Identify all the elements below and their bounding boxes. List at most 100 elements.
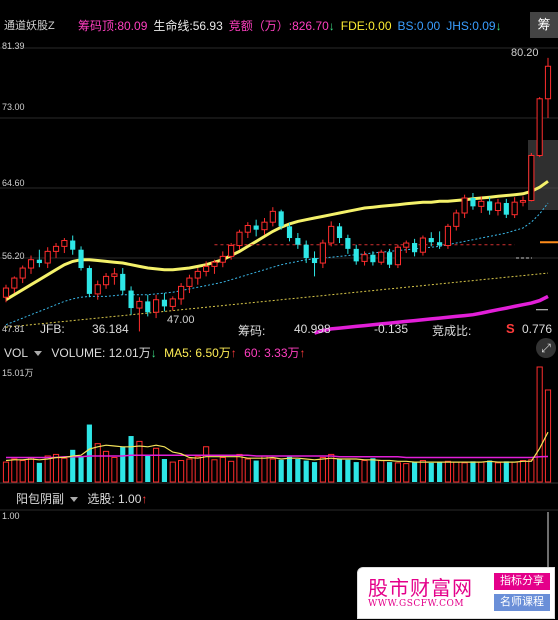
volume-bar (178, 460, 185, 483)
candle-body (102, 275, 110, 286)
peak-price-label: 80.20 (511, 47, 539, 59)
volume-bar (228, 460, 235, 483)
chevron-down-icon[interactable] (34, 351, 43, 356)
volume-bar (303, 460, 309, 482)
expand-icon[interactable]: ⤢ (536, 338, 556, 358)
volume-bar (19, 460, 26, 483)
ma5-arrow: ↑ (230, 346, 237, 360)
chevron-down-icon[interactable] (70, 497, 79, 502)
candle-body (419, 237, 427, 253)
candle-body (11, 277, 18, 289)
magenta-line (314, 294, 549, 335)
volume-bar (194, 456, 201, 483)
volume-indicator-header: VOL VOLUME: 12.01万↓ MA5: 6.50万↑ 60: 3.33… (4, 344, 306, 361)
volume-bar (78, 456, 84, 482)
candle-body (519, 200, 527, 203)
header-item: 生命线:56.93 (153, 19, 223, 33)
candle-body (186, 277, 193, 287)
volume-bar (61, 457, 68, 483)
volume-bar (536, 366, 543, 483)
volume-bar (437, 462, 443, 482)
volume-bar (44, 455, 51, 483)
candle-body (44, 250, 51, 264)
volume-bar (370, 458, 376, 482)
candle-body (370, 254, 376, 263)
selection-value: 选股: 1.00 (87, 492, 142, 506)
volume-bar (311, 462, 318, 482)
site-watermark: 股市财富网 WWW.GSCFW.COM 指标分享 名师课程 (357, 567, 555, 619)
volume-bar (336, 459, 343, 482)
selection-indicator-select[interactable]: 阳包阴副 (16, 492, 65, 506)
header-item: JHS:0.09 (446, 19, 496, 33)
candle-body (136, 300, 143, 309)
candle-body (261, 221, 268, 231)
candle-body (411, 243, 418, 253)
selection-arrow: ↑ (141, 492, 148, 506)
y-label-4: 56.20 (2, 251, 25, 261)
candle-body (94, 284, 101, 295)
y-label-3: 64.60 (2, 178, 25, 188)
candle-body (86, 268, 92, 294)
candle-body (161, 299, 168, 307)
volume-bar (203, 446, 210, 483)
candle-body (203, 265, 210, 272)
lifeline (5, 180, 549, 301)
s-signal-label: S (506, 321, 515, 336)
watermark-tag-1: 指标分享 (494, 573, 550, 590)
volume-bar (361, 460, 368, 483)
volume-bar (278, 459, 284, 482)
candle-body (295, 238, 301, 245)
watermark-tag-2: 名师课程 (494, 594, 550, 611)
candlestick-chart[interactable] (0, 40, 558, 340)
volume-bar (169, 461, 176, 483)
candle-body (78, 249, 84, 269)
jfb-value: 36.184 (92, 322, 129, 336)
candle-body (211, 261, 218, 267)
volume-bar (145, 455, 151, 482)
volume-bar (261, 455, 268, 483)
volume-bar (70, 449, 76, 482)
volume-bar (519, 460, 527, 483)
ma5-line (5, 431, 549, 463)
candle-body (403, 242, 410, 248)
candle-body (278, 211, 284, 227)
candle-body (336, 226, 343, 239)
candle-body (253, 225, 259, 230)
volume-bar (444, 460, 452, 483)
volume-bar (394, 462, 401, 483)
volume-bar (295, 459, 301, 482)
candle-body (169, 298, 176, 307)
volume-bar (86, 424, 92, 482)
volume-bar (478, 461, 485, 483)
volume-arrow: ↓ (150, 346, 157, 360)
ma5-value: MA5: 6.50万 (164, 346, 231, 360)
candle-body (470, 198, 476, 207)
volume-bar (253, 460, 259, 482)
candle-body (244, 225, 251, 233)
low-price-label: 47.00 (167, 314, 195, 326)
change-value: -0.135 (374, 322, 409, 336)
candle-body (511, 201, 518, 216)
indicator-name[interactable]: 通道妖股Z (4, 20, 55, 32)
candle-body (178, 285, 185, 300)
chip-float-button[interactable]: 筹 (530, 12, 558, 38)
candle-body (394, 246, 401, 266)
volume-bar (128, 436, 134, 482)
candle-body (2, 287, 10, 298)
candle-body (353, 248, 359, 262)
volume-indicator-select[interactable]: VOL (4, 346, 29, 360)
volume-bar (236, 453, 243, 483)
volume-bar (528, 459, 535, 483)
ma60-line (6, 454, 549, 459)
candle-body (61, 240, 68, 247)
candle-body (311, 258, 318, 264)
candle-body (345, 238, 351, 249)
ma60-arrow: ↑ (299, 346, 306, 360)
candle-body (36, 259, 42, 264)
candle-body (461, 197, 468, 214)
volume-bar (11, 458, 18, 483)
chip-value: 40.998 (294, 322, 331, 336)
volume-chart[interactable] (0, 362, 558, 487)
volume-bar (52, 453, 60, 483)
volume-bar (211, 459, 218, 483)
